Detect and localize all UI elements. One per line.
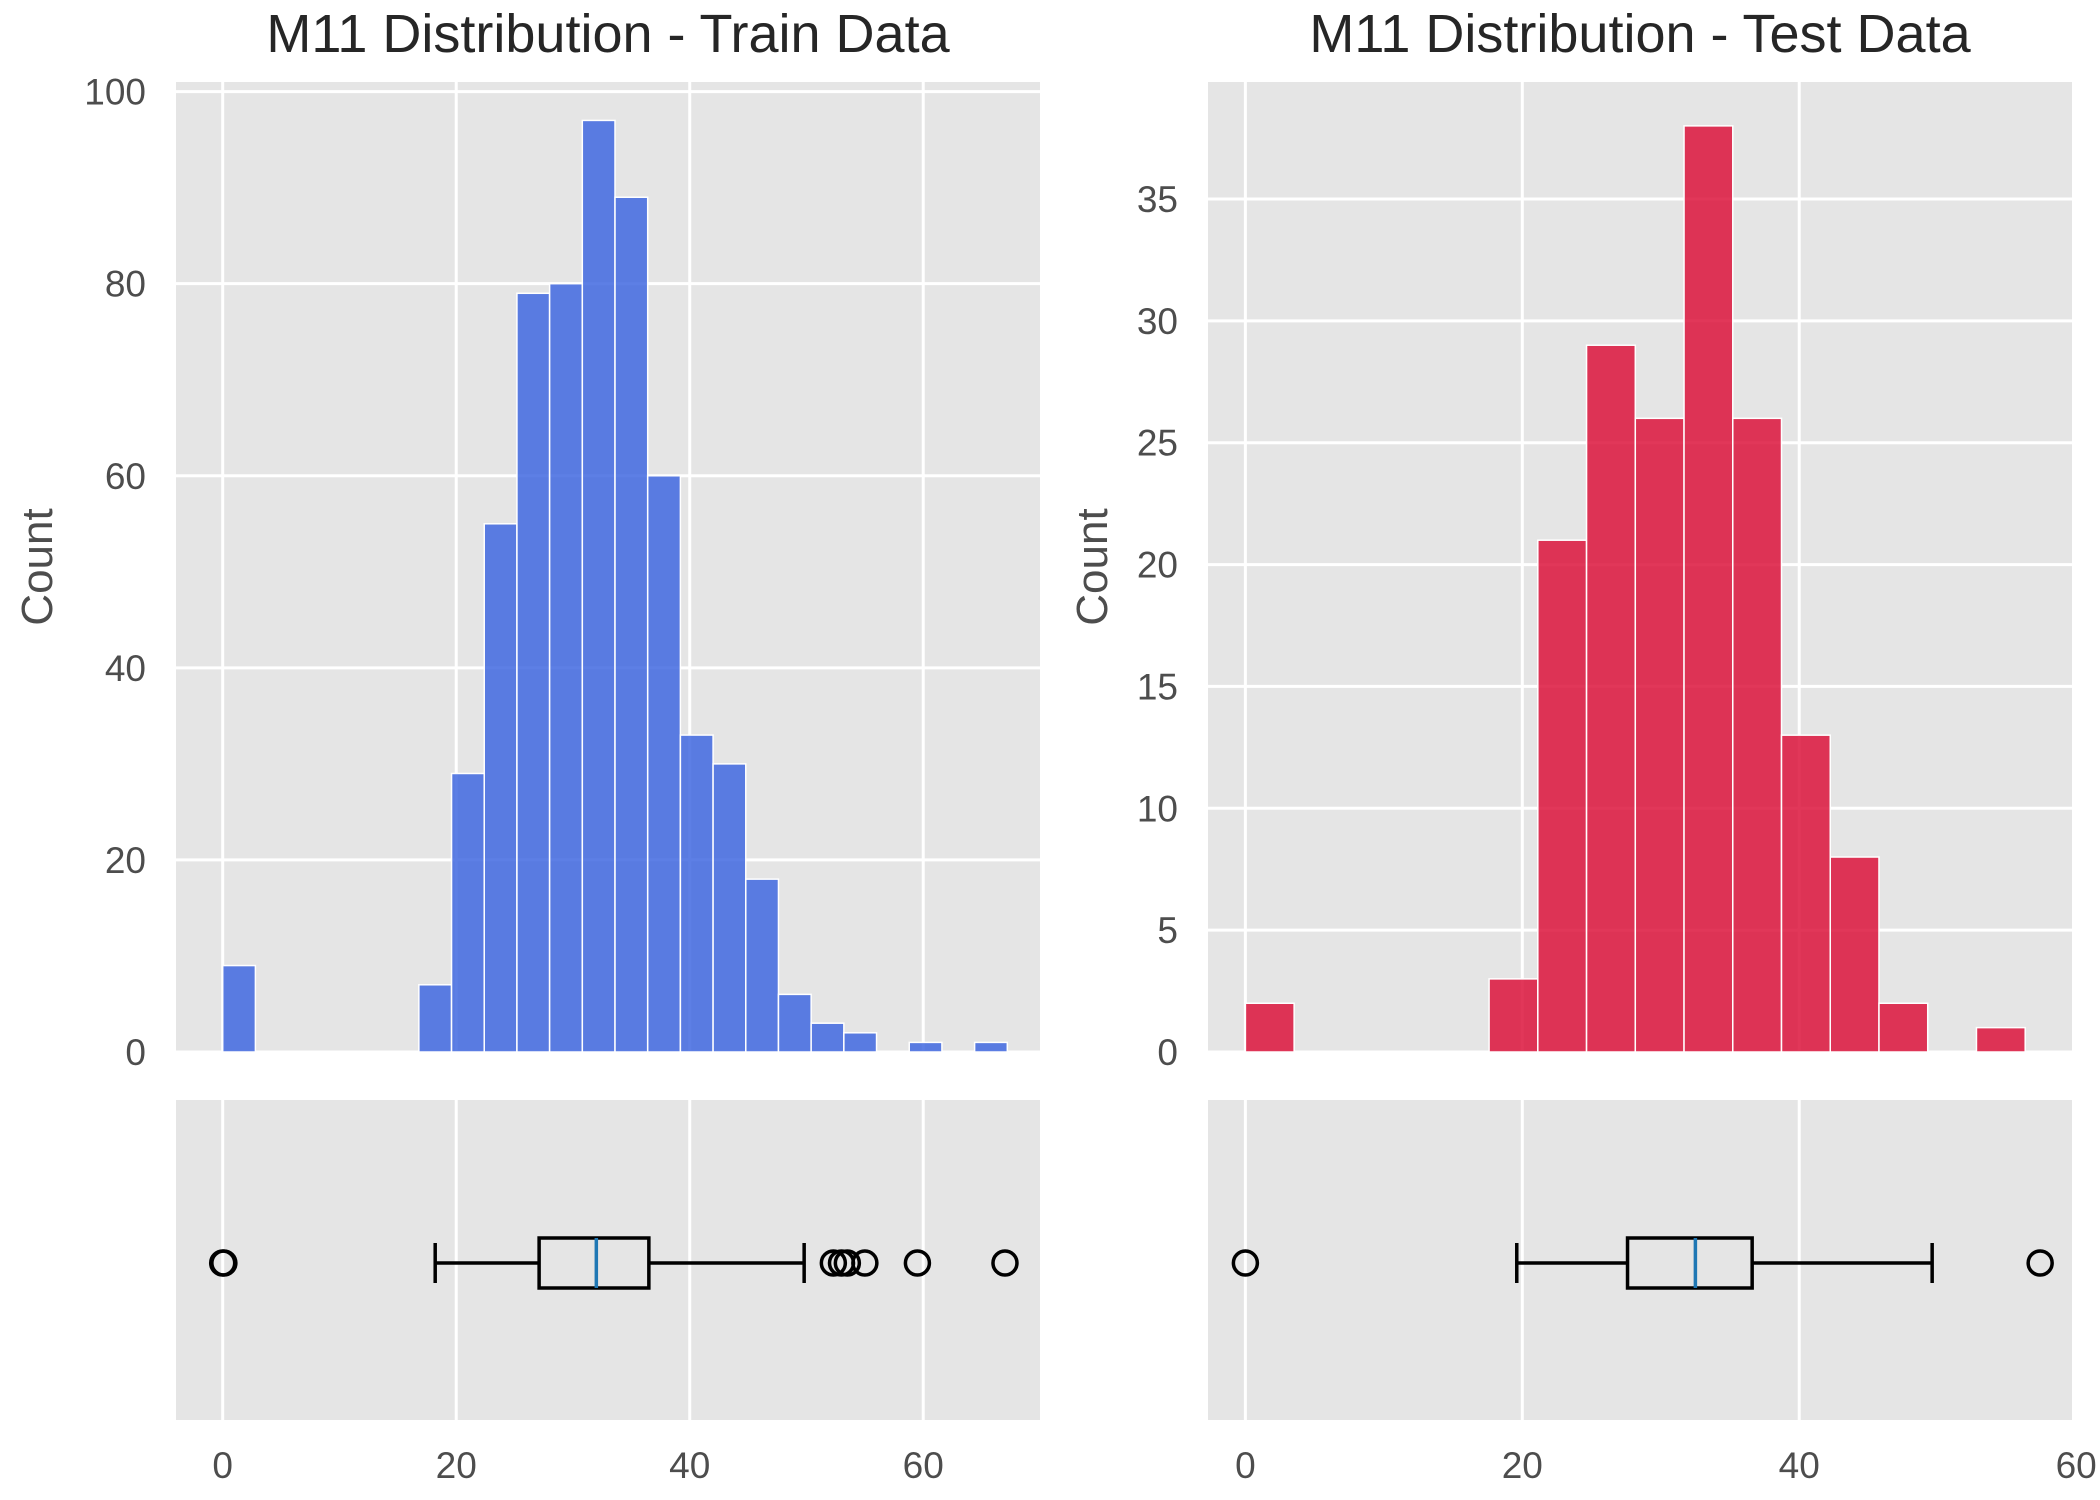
y-tick-label: 5: [1157, 910, 1178, 951]
chart-panel-1: 0 5 10 15 20 25 30 35 M11 Distribution - Test Da…: [1068, 4, 2097, 1486]
outlier-point: [2026, 1249, 2054, 1277]
y-tick-label: 0: [125, 1032, 146, 1073]
histogram-bar: [1829, 856, 1880, 1053]
box-iqr: [1625, 1236, 1754, 1290]
y-tick-label: 10: [1137, 788, 1178, 829]
x-tick-label: 0: [1235, 1445, 1256, 1486]
x-tick-label: 40: [669, 1445, 710, 1486]
y-tick-label: 25: [1137, 423, 1178, 464]
y-tick-label: 20: [1137, 545, 1178, 586]
x-tick-label: 60: [903, 1445, 944, 1486]
y-tick-label: 15: [1137, 666, 1178, 707]
histogram-bar: [1488, 978, 1539, 1053]
histogram-bar: [1975, 1026, 2026, 1053]
histogram-bar: [581, 119, 616, 1053]
histogram-bar: [1244, 1002, 1295, 1053]
x-tick-label: 20: [436, 1445, 477, 1486]
histogram-bar: [1634, 417, 1685, 1053]
histogram-bar: [1537, 539, 1588, 1053]
chart-title: M11 Distribution - Train Data: [266, 4, 950, 64]
outlier-point: [819, 1249, 848, 1277]
x-tick-label: 0: [212, 1445, 233, 1486]
histogram-bar: [810, 1022, 845, 1053]
y-tick-label: 35: [1137, 179, 1178, 220]
histogram-bar: [843, 1032, 878, 1053]
outlier-point: [903, 1249, 932, 1277]
outlier-point: [851, 1249, 879, 1277]
y-axis-label: Count: [13, 508, 62, 625]
chart-panel-0: 0 20 40 60 80 100 M11 Distribution - Train Dat…: [13, 4, 1040, 1486]
y-axis-label: Count: [1068, 508, 1117, 625]
histogram-bar: [1878, 1002, 1929, 1053]
histogram-bar: [548, 282, 584, 1053]
histogram-bar: [450, 772, 485, 1053]
histogram-bar: [973, 1041, 1009, 1053]
y-tick-label: 60: [105, 456, 146, 497]
y-tick-label: 0: [1157, 1032, 1178, 1073]
outlier-point: [1231, 1249, 1260, 1277]
outlier-point: [210, 1249, 238, 1277]
histogram-bar: [418, 984, 453, 1053]
histogram-bar: [614, 196, 649, 1053]
chart-title: M11 Distribution - Test Data: [1309, 4, 1971, 64]
y-tick-label: 20: [105, 840, 146, 881]
histogram-bar: [1585, 344, 1637, 1053]
histogram-bar: [483, 523, 518, 1053]
y-tick-label: 30: [1137, 301, 1178, 342]
boxplot-plot-area: [1208, 1100, 2072, 1420]
x-tick-label: 20: [1502, 1445, 1543, 1486]
histogram-bar: [745, 878, 780, 1053]
x-tick-label: 60: [2056, 1445, 2097, 1486]
y-tick-label: 40: [105, 648, 146, 689]
histogram-bar: [712, 763, 747, 1053]
histogram-bar: [679, 734, 714, 1053]
y-tick-label: 100: [84, 72, 146, 113]
box-iqr: [537, 1236, 651, 1290]
histogram-bar: [646, 475, 682, 1053]
histogram-bar: [777, 993, 812, 1053]
histogram-bar: [1683, 125, 1734, 1053]
boxplot-plot-area: [176, 1100, 1040, 1420]
x-tick-label: 40: [1779, 1445, 1820, 1486]
histogram-bar: [516, 292, 551, 1053]
histogram-bar: [1780, 734, 1831, 1053]
outlier-point: [991, 1249, 1019, 1277]
histogram-bar: [221, 964, 257, 1053]
histogram-bar: [1732, 417, 1783, 1053]
histogram-bar: [908, 1041, 943, 1053]
outlier-point: [833, 1249, 862, 1277]
y-tick-label: 80: [105, 264, 146, 305]
